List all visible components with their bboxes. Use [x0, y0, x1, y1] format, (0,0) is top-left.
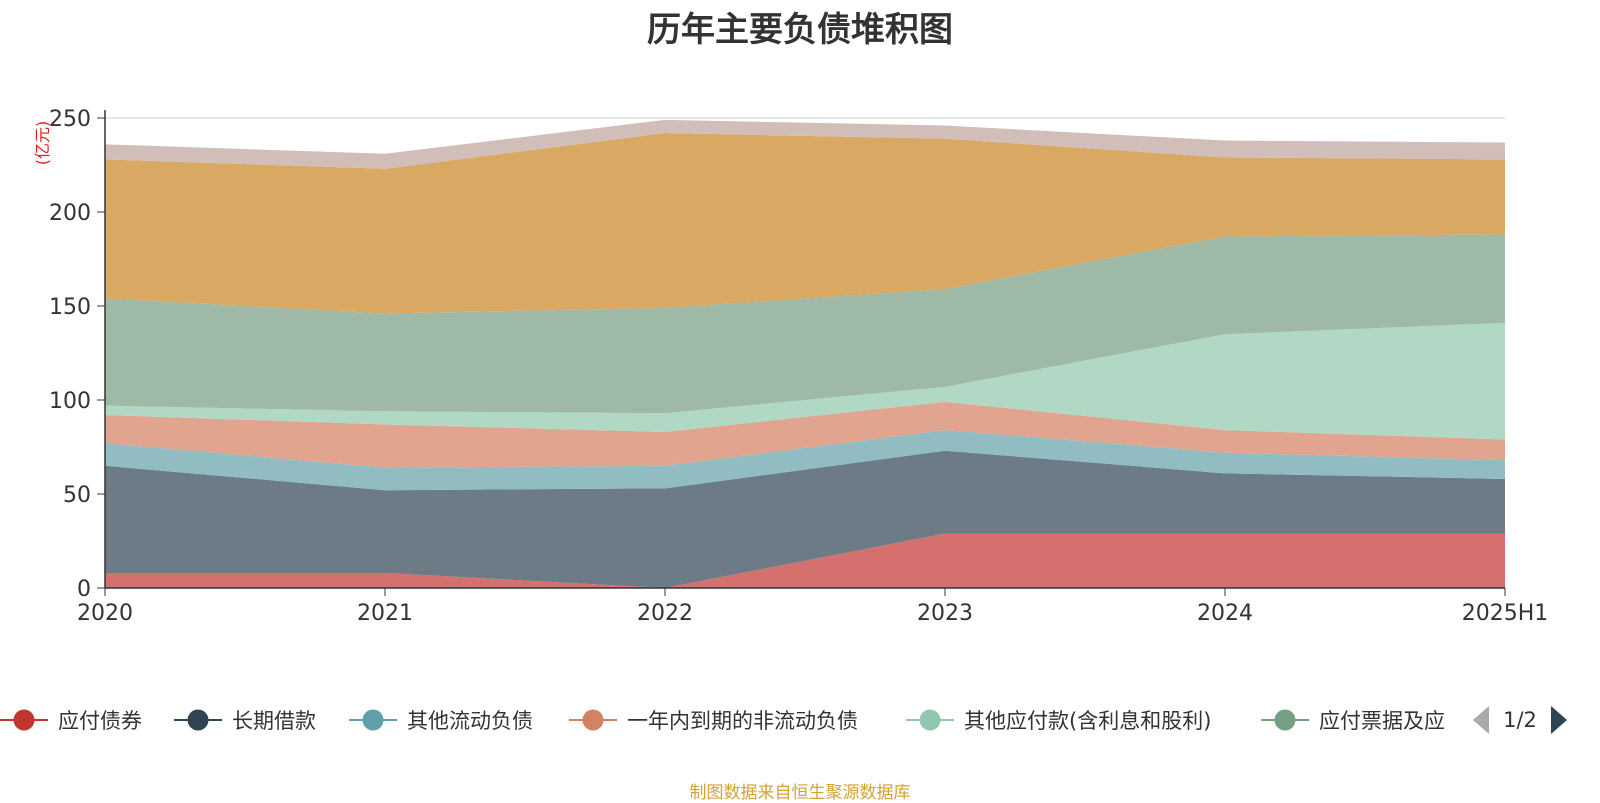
legend-label-2: 其他流动负债 — [407, 709, 533, 733]
data-source-note: 制图数据来自恒生聚源数据库 — [689, 783, 911, 803]
x-tick-label: 2025H1 — [1462, 601, 1549, 626]
legend-label-3: 一年内到期的非流动负债 — [627, 709, 858, 733]
legend-label-0: 应付债券 — [58, 709, 142, 733]
area-4 — [105, 322, 1505, 440]
legend-marker-0 — [13, 709, 35, 731]
legend-label-1: 长期借款 — [232, 709, 316, 733]
y-tick-label: 250 — [49, 107, 91, 132]
legend-pager: 1/2 — [1456, 700, 1600, 740]
area-3 — [105, 401, 1505, 468]
page-indicator: 1/2 — [1503, 708, 1537, 732]
y-tick-label: 100 — [49, 389, 91, 414]
legend-marker-5 — [1274, 709, 1296, 731]
legend-marker-2 — [362, 709, 384, 731]
axes: 0 50 100 150 200 250 2020 2021 2022 2023 2024 2025H… — [33, 107, 1548, 626]
y-tick-label: 50 — [63, 483, 91, 508]
x-tick-label: 2023 — [917, 601, 973, 626]
legend: 应付债券 长期借款 其他流动负债 一年内到期的非流动负债 其他应付款(含利息和股利) 应付… — [0, 709, 1445, 733]
legend-label-5: 应付票据及应 — [1319, 709, 1445, 733]
x-tick-label: 2024 — [1197, 601, 1253, 626]
y-tick-label: 200 — [49, 201, 91, 226]
legend-marker-3 — [582, 709, 604, 731]
area-6 — [105, 133, 1505, 314]
area-2 — [105, 430, 1505, 491]
y-axis-unit-label: (亿元) — [33, 121, 52, 166]
area-5 — [105, 234, 1505, 414]
chart-title: 历年主要负债堆积图 — [647, 10, 953, 50]
x-tick-label: 2020 — [77, 601, 133, 626]
x-tick-label: 2021 — [357, 601, 413, 626]
x-tick-label: 2022 — [637, 601, 693, 626]
next-page-icon[interactable] — [1551, 706, 1567, 734]
area-series — [105, 119, 1505, 588]
legend-marker-1 — [187, 709, 209, 731]
y-tick-label: 150 — [49, 295, 91, 320]
legend-marker-4 — [919, 709, 941, 731]
legend-label-4: 其他应付款(含利息和股利) — [964, 709, 1211, 733]
prev-page-icon[interactable] — [1473, 706, 1489, 734]
area-1 — [105, 450, 1505, 588]
area-7 — [105, 119, 1505, 169]
y-tick-label: 0 — [77, 577, 91, 602]
